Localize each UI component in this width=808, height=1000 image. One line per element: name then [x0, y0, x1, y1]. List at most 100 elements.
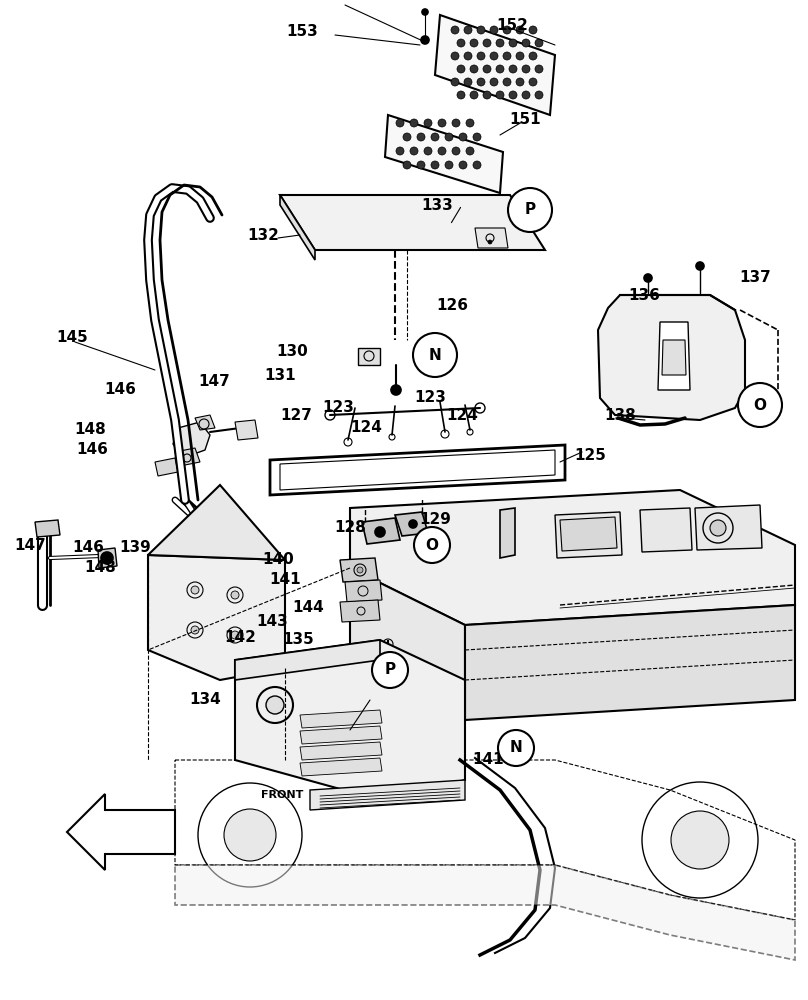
Polygon shape: [350, 568, 465, 720]
Polygon shape: [500, 508, 515, 558]
Circle shape: [473, 133, 481, 141]
Text: 124: 124: [446, 408, 478, 422]
Circle shape: [503, 26, 511, 34]
Circle shape: [503, 78, 511, 86]
Text: P: P: [524, 202, 536, 218]
Circle shape: [516, 52, 524, 60]
Text: 126: 126: [436, 298, 468, 312]
Circle shape: [451, 52, 459, 60]
Text: 144: 144: [292, 600, 324, 615]
Circle shape: [409, 520, 417, 528]
Circle shape: [191, 626, 199, 634]
Polygon shape: [280, 450, 555, 490]
Text: 130: 130: [276, 344, 308, 360]
Circle shape: [357, 567, 363, 573]
Circle shape: [438, 119, 446, 127]
Text: 142: 142: [224, 631, 256, 646]
Polygon shape: [640, 508, 692, 552]
Text: 131: 131: [264, 367, 296, 382]
Polygon shape: [358, 348, 380, 365]
Polygon shape: [598, 295, 745, 420]
Circle shape: [372, 652, 408, 688]
Text: 127: 127: [280, 408, 312, 422]
Polygon shape: [155, 458, 178, 476]
Polygon shape: [280, 195, 315, 260]
Text: 123: 123: [322, 400, 354, 416]
Circle shape: [403, 161, 411, 169]
Circle shape: [470, 39, 478, 47]
Circle shape: [535, 91, 543, 99]
Text: 145: 145: [56, 330, 88, 346]
Text: 135: 135: [282, 633, 314, 648]
Polygon shape: [148, 485, 285, 560]
Circle shape: [224, 809, 276, 861]
Text: 141: 141: [472, 752, 504, 768]
Circle shape: [431, 161, 439, 169]
Polygon shape: [173, 422, 210, 458]
Circle shape: [522, 65, 530, 73]
Polygon shape: [148, 555, 285, 680]
Circle shape: [421, 36, 429, 44]
Text: 138: 138: [604, 408, 636, 422]
Ellipse shape: [499, 504, 515, 512]
Polygon shape: [560, 517, 617, 551]
Circle shape: [477, 52, 485, 60]
Text: 147: 147: [198, 374, 229, 389]
Polygon shape: [465, 605, 795, 720]
Circle shape: [457, 91, 465, 99]
Circle shape: [470, 65, 478, 73]
Text: 139: 139: [119, 540, 151, 556]
Polygon shape: [662, 340, 686, 375]
Circle shape: [413, 333, 457, 377]
Polygon shape: [175, 448, 200, 466]
Circle shape: [459, 161, 467, 169]
Circle shape: [529, 78, 537, 86]
Circle shape: [529, 52, 537, 60]
Text: 123: 123: [414, 390, 446, 406]
Circle shape: [459, 133, 467, 141]
Text: 132: 132: [247, 228, 279, 242]
Text: 134: 134: [189, 692, 221, 708]
Polygon shape: [385, 115, 503, 193]
Polygon shape: [300, 742, 382, 760]
Polygon shape: [98, 548, 117, 568]
Polygon shape: [175, 865, 795, 960]
Circle shape: [496, 39, 504, 47]
Text: 143: 143: [256, 614, 288, 630]
Circle shape: [483, 39, 491, 47]
Text: N: N: [428, 348, 441, 362]
Circle shape: [424, 119, 432, 127]
Circle shape: [451, 26, 459, 34]
Circle shape: [101, 552, 113, 564]
Circle shape: [671, 811, 729, 869]
Circle shape: [509, 65, 517, 73]
Polygon shape: [235, 640, 465, 800]
Polygon shape: [235, 640, 380, 680]
Polygon shape: [475, 228, 508, 248]
Text: 152: 152: [496, 17, 528, 32]
Circle shape: [396, 119, 404, 127]
Circle shape: [396, 147, 404, 155]
Circle shape: [445, 133, 453, 141]
Polygon shape: [340, 600, 380, 622]
Circle shape: [457, 39, 465, 47]
Polygon shape: [310, 780, 465, 810]
Circle shape: [496, 65, 504, 73]
Circle shape: [710, 520, 726, 536]
Circle shape: [490, 78, 498, 86]
Circle shape: [417, 133, 425, 141]
Circle shape: [445, 161, 453, 169]
Circle shape: [452, 147, 460, 155]
Polygon shape: [695, 505, 762, 550]
Circle shape: [466, 119, 474, 127]
Text: 128: 128: [334, 520, 366, 536]
Text: 146: 146: [72, 540, 104, 556]
Circle shape: [403, 133, 411, 141]
Polygon shape: [300, 726, 382, 744]
Text: 124: 124: [350, 420, 382, 436]
Text: 140: 140: [262, 552, 294, 568]
Text: N: N: [510, 740, 523, 756]
Circle shape: [522, 39, 530, 47]
Circle shape: [431, 133, 439, 141]
Circle shape: [477, 78, 485, 86]
